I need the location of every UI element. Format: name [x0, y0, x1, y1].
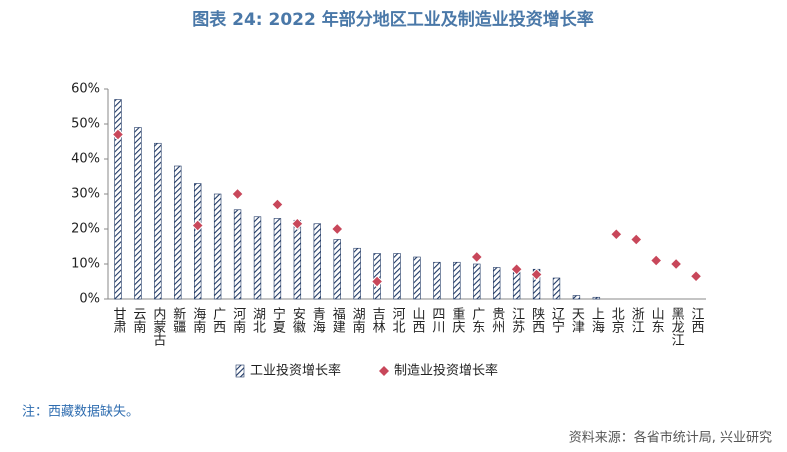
- bar: [293, 219, 302, 300]
- bar: [552, 277, 561, 300]
- x-tick-label: 贵州: [489, 307, 505, 333]
- diamond-marker: [291, 217, 304, 230]
- x-tick-label: 湖北: [250, 307, 266, 334]
- x-tick-label: 安徽: [290, 307, 306, 333]
- diamond-marker: [470, 250, 483, 264]
- x-tick-label: 四川: [429, 307, 445, 333]
- chart-title: 图表 24: 2022 年部分地区工业及制造业投资增长率: [192, 9, 594, 30]
- x-tick-label: 山东: [649, 307, 665, 333]
- bar: [134, 127, 142, 300]
- x-tick-label: 天津: [569, 307, 585, 333]
- note: 注：西藏数据缺失。: [22, 405, 139, 420]
- x-tick-label: 新疆: [170, 306, 186, 333]
- diamond-marker: [630, 233, 643, 246]
- diamond-marker: [530, 268, 543, 281]
- x-tick-label: 北京: [609, 307, 625, 333]
- x-tick-label: 宁夏: [270, 306, 286, 333]
- x-tick-label: 陕西: [529, 307, 545, 333]
- diamond-marker: [370, 275, 384, 288]
- x-tick-label: 甘肃: [110, 307, 126, 333]
- y-tick-label: 50%: [71, 117, 100, 132]
- y-tick-label: 20%: [71, 222, 100, 237]
- legend-label: 工业投资增长率: [250, 363, 341, 379]
- bar: [194, 183, 202, 300]
- bar: [493, 267, 501, 300]
- bar: [393, 253, 401, 300]
- bar: [413, 256, 421, 300]
- diamond-marker: [689, 270, 703, 283]
- bar: [114, 99, 122, 300]
- x-tick-label: 湖南: [350, 307, 366, 333]
- diamond-marker: [111, 128, 125, 141]
- bar: [453, 261, 461, 300]
- x-tick-label: 江苏: [509, 307, 525, 333]
- source: 资料来源：各省市统计局, 兴业研究: [569, 430, 772, 446]
- legend-swatch: [379, 366, 389, 376]
- diamond-marker: [610, 228, 623, 241]
- bar: [313, 223, 321, 300]
- x-tick-label: 江西: [689, 307, 705, 333]
- bar: [253, 216, 262, 300]
- x-tick-label: 广东: [469, 307, 485, 333]
- bar: [154, 142, 162, 300]
- diamond-marker: [510, 263, 523, 276]
- diamond-marker: [331, 222, 344, 236]
- x-tick-label: 山西: [409, 307, 425, 333]
- x-tick-label: 浙江: [629, 307, 645, 333]
- diamond-marker: [271, 198, 284, 211]
- bar: [333, 239, 341, 300]
- legend-label: 制造业投资增长率: [394, 363, 498, 379]
- x-tick-label: 辽宁: [549, 307, 565, 333]
- x-tick-label: 重庆: [449, 306, 465, 333]
- bar: [233, 209, 242, 300]
- x-tick-label: 福建: [330, 307, 346, 334]
- x-tick-label: 吉林: [370, 307, 386, 333]
- diamond-marker: [231, 187, 244, 201]
- x-tick-label: 河南: [230, 307, 246, 333]
- x-tick-label: 广西: [210, 307, 226, 333]
- x-tick-label: 黑龙江: [669, 307, 685, 346]
- legend-swatch: [235, 364, 245, 378]
- x-tick-label: 云南: [130, 307, 146, 333]
- diamond-marker: [649, 254, 663, 267]
- x-tick-label: 上海: [589, 307, 605, 333]
- y-tick-label: 30%: [71, 187, 100, 202]
- bar: [213, 193, 222, 300]
- bar: [592, 296, 601, 300]
- x-tick-label: 青海: [310, 307, 326, 333]
- bar: [174, 165, 182, 300]
- y-tick-label: 0%: [79, 292, 100, 307]
- bar: [433, 261, 441, 300]
- x-tick-label: 内蒙古: [150, 306, 166, 346]
- diamond-marker: [191, 219, 204, 232]
- bar: [353, 247, 361, 300]
- y-tick-label: 10%: [71, 257, 100, 272]
- bar: [572, 295, 581, 300]
- x-tick-label: 海南: [190, 307, 206, 333]
- bar: [273, 218, 282, 300]
- x-tick-label: 河北: [390, 307, 406, 334]
- bar: [473, 263, 481, 300]
- y-tick-label: 60%: [71, 82, 100, 97]
- diamond-marker: [669, 257, 683, 271]
- y-tick-label: 40%: [71, 152, 100, 167]
